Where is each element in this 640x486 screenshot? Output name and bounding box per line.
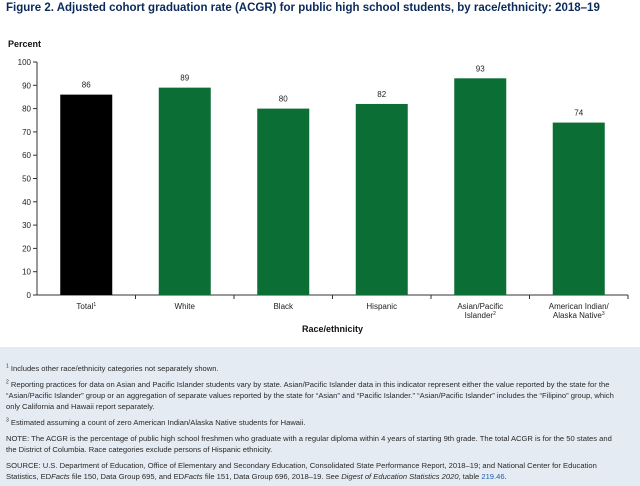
bar (158, 87, 211, 295)
bar (552, 122, 605, 295)
data-label: 89 (180, 74, 189, 83)
x-tick-label: Black (273, 302, 294, 311)
x-tick-label: White (175, 302, 196, 311)
x-tick-label: American Indian/ (549, 302, 610, 311)
footnote-3-text: Estimated assuming a count of zero Ameri… (10, 418, 306, 427)
note-text-2: the District of Columbia. Race categorie… (6, 445, 273, 454)
data-label: 80 (279, 95, 288, 104)
x-tick-footnote-marker: 3 (602, 311, 605, 317)
y-tick-label: 30 (22, 221, 31, 230)
footnote-2-cont-1: “Asian/Pacific Islander” group or an agg… (6, 390, 634, 401)
chart-axes: Percent 0 10 20 30 40 50 60 70 80 90 100 (8, 39, 629, 300)
data-label: 93 (476, 64, 485, 73)
y-tick-label: 80 (22, 105, 31, 114)
footnote-1-text: Includes other race/ethnicity categories… (10, 364, 219, 373)
footnote-2-line-3: only California and Hawaii report separa… (6, 402, 155, 411)
footnote-1: 1 Includes other race/ethnicity categori… (6, 363, 634, 374)
source-text-2h: . (504, 472, 507, 481)
footnote-2-cont-2: only California and Hawaii report separa… (6, 401, 634, 412)
bar (257, 108, 310, 295)
x-tick-label: Asian/Pacific (457, 302, 503, 311)
footnote-3-marker: 3 (6, 417, 9, 424)
source-text-2a: Statistics, ED (6, 472, 52, 481)
x-tick-footnote-marker: 1 (93, 302, 96, 308)
y-tick-label: 90 (22, 81, 31, 90)
source-text-2c: file 150, Data Group 695, and ED (69, 472, 185, 481)
figure-title: Figure 2. Adjusted cohort graduation rat… (6, 2, 600, 14)
note-text-1: NOTE: The ACGR is the percentage of publ… (6, 434, 612, 443)
chart-bars (60, 78, 605, 296)
chart-panel: Percent 0 10 20 30 40 50 60 70 80 90 100 86 Total1 89… (6, 25, 640, 345)
y-tick-label: 40 (22, 198, 31, 207)
source-text-2b: Facts (51, 472, 70, 481)
x-tick-label: Alaska Native3 (553, 311, 605, 320)
chart-labels: 86 Total1 89 White 80 Black 82 Hispanic 93 Asian/… (76, 64, 609, 334)
y-tick-label: 60 (22, 151, 31, 160)
bar-chart: Percent 0 10 20 30 40 50 60 70 80 90 100 86 Total1 89… (8, 39, 629, 334)
source-text-2d: Facts (184, 472, 203, 481)
source-line-2: Statistics, EDFacts file 150, Data Group… (6, 471, 634, 482)
bar (60, 94, 113, 296)
footnotes-area: 1 Includes other race/ethnicity categori… (0, 347, 640, 486)
y-tick-label: 100 (18, 58, 32, 67)
note-line-2: the District of Columbia. Race categorie… (6, 444, 634, 455)
x-tick-label: Total1 (76, 302, 96, 311)
footnote-2-line-2: “Asian/Pacific Islander” group or an agg… (6, 391, 614, 400)
source-text-2g: , table (458, 472, 482, 481)
bar (355, 103, 408, 295)
x-axis-label: Race/ethnicity (302, 324, 363, 334)
y-axis-label: Percent (8, 39, 41, 49)
bar (454, 78, 507, 295)
footnote-3: 3 Estimated assuming a count of zero Ame… (6, 417, 634, 428)
source-line-1: SOURCE: U.S. Department of Education, Of… (6, 460, 634, 471)
source-text-2f: Digest of Education Statistics 2020 (341, 472, 459, 481)
footnote-2: 2 Reporting practices for data on Asian … (6, 379, 634, 390)
source-text-2e: file 151, Data Group 696, 2018–19. See (202, 472, 342, 481)
data-label: 74 (574, 109, 583, 118)
table-link[interactable]: 219.46 (481, 472, 505, 481)
x-tick-footnote-marker: 2 (493, 311, 496, 317)
y-tick-label: 20 (22, 244, 31, 253)
data-label: 82 (377, 90, 386, 99)
footnote-1-marker: 1 (6, 363, 9, 370)
y-tick-label: 50 (22, 175, 31, 184)
source-text-1: SOURCE: U.S. Department of Education, Of… (6, 461, 597, 470)
y-tick-label: 0 (27, 291, 32, 300)
x-tick-label: Islander2 (465, 311, 496, 320)
footnote-2-marker: 2 (6, 379, 9, 386)
data-label: 86 (82, 81, 91, 90)
x-tick-label: Hispanic (366, 302, 397, 311)
y-tick-label: 10 (22, 268, 31, 277)
note-line-1: NOTE: The ACGR is the percentage of publ… (6, 433, 634, 444)
footnote-2-line-1: Reporting practices for data on Asian an… (10, 380, 610, 389)
y-tick-label: 70 (22, 128, 31, 137)
